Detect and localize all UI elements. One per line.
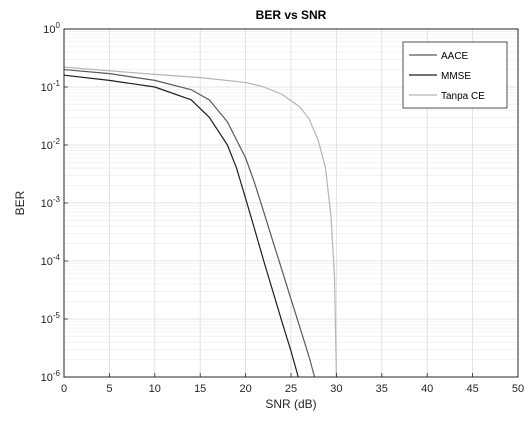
x-tick-label: 50 <box>512 383 524 395</box>
x-tick-label: 20 <box>239 383 251 395</box>
legend-label: Tanpa CE <box>441 91 485 102</box>
y-tick-label: 10-4 <box>41 253 61 268</box>
x-tick-label: 40 <box>421 383 433 395</box>
y-tick-label: 100 <box>43 21 60 36</box>
y-axis-ticks: 100 10-1 10-2 10-3 10-4 10-5 10-6 <box>41 21 68 384</box>
legend-label: MMSE <box>441 71 471 82</box>
series-line-aace <box>63 68 316 378</box>
y-tick-label: 10-3 <box>41 195 61 210</box>
y-tick-label: 10-2 <box>41 137 61 152</box>
x-tick-label: 25 <box>285 383 297 395</box>
x-tick-label: 0 <box>61 383 67 395</box>
y-tick-label: 10-1 <box>41 79 61 94</box>
legend: AACE MMSE Tanpa CE <box>402 41 508 109</box>
legend-label: AACE <box>441 51 469 62</box>
series-line-mmse <box>63 74 299 378</box>
x-tick-label: 10 <box>149 383 161 395</box>
x-axis-label: SNR (dB) <box>265 397 316 411</box>
x-tick-label: 30 <box>330 383 342 395</box>
x-tick-label: 5 <box>106 383 112 395</box>
y-tick-label: 10-6 <box>41 369 61 384</box>
y-tick-label: 10-5 <box>41 311 61 326</box>
series-line-tanpa-ce <box>63 66 337 378</box>
x-tick-label: 45 <box>466 383 478 395</box>
x-tick-label: 15 <box>194 383 206 395</box>
x-tick-label: 35 <box>376 383 388 395</box>
chart-title: BER vs SNR <box>256 8 327 22</box>
x-axis-ticks: 0 5 10 15 20 25 30 35 40 45 50 <box>61 373 524 395</box>
series-layer <box>63 66 337 378</box>
y-axis-label: BER <box>13 190 27 215</box>
